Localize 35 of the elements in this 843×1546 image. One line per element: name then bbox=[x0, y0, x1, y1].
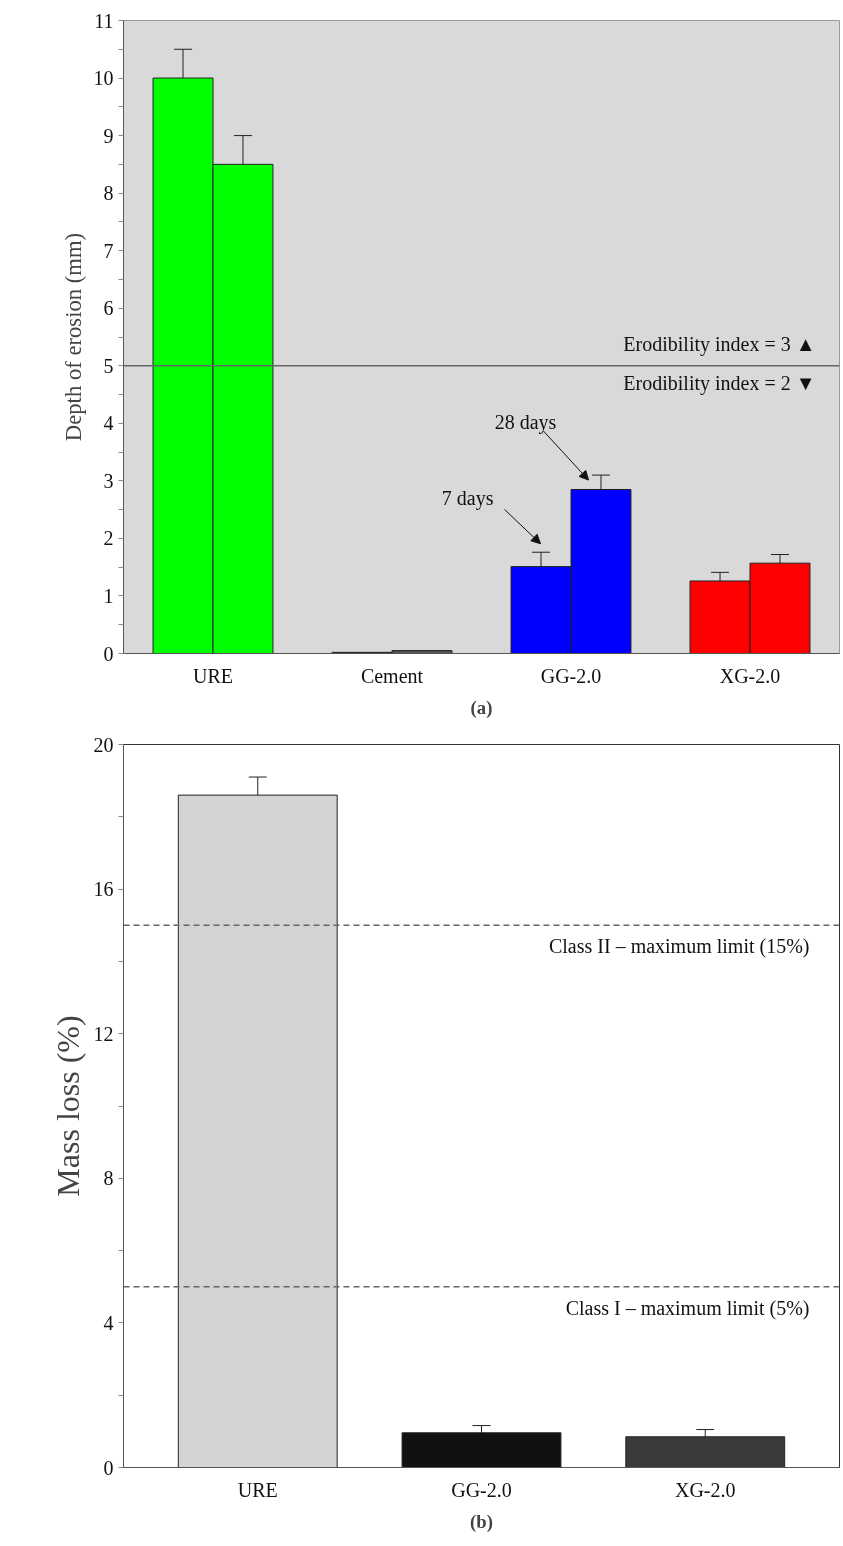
y-tick-label: 5 bbox=[103, 354, 114, 377]
annotation: Erodibility index = 2 ▼ bbox=[623, 372, 816, 396]
x-tick-label: XG-2.0 bbox=[719, 664, 781, 687]
annotation: 7 days bbox=[441, 486, 494, 510]
y-tick-label: 3 bbox=[103, 469, 114, 492]
y-tick-label: 20 bbox=[93, 733, 114, 756]
y-tick-label: 0 bbox=[103, 1456, 114, 1479]
y-tick-label: 1 bbox=[103, 584, 114, 607]
x-tick-label: GG-2.0 bbox=[540, 664, 602, 687]
x-tick-label: XG-2.0 bbox=[674, 1478, 736, 1501]
text: (b) bbox=[470, 1510, 493, 1533]
y-tick-label: 0 bbox=[103, 642, 114, 665]
y-tick-label: 10 bbox=[93, 67, 114, 90]
x-tick-label: GG-2.0 bbox=[451, 1478, 512, 1501]
annotation: Erodibility index = 3 ▲ bbox=[623, 332, 816, 356]
y-tick-label: 12 bbox=[93, 1022, 114, 1045]
y-tick-label: 8 bbox=[103, 1167, 114, 1190]
annotation: 28 days bbox=[494, 411, 557, 435]
y-tick-label: 11 bbox=[94, 9, 114, 32]
x-tick-label: URE bbox=[237, 1478, 278, 1501]
ref-line-label: Class I – maximum limit (5%) bbox=[565, 1296, 810, 1320]
ref-line-label: Class II – maximum limit (15%) bbox=[548, 935, 810, 959]
y-tick-label: 7 bbox=[103, 239, 114, 262]
text: (a) bbox=[470, 696, 493, 719]
y-tick-label: 16 bbox=[93, 878, 114, 901]
y-tick-label: 8 bbox=[103, 182, 114, 205]
y-tick-label: 2 bbox=[103, 527, 114, 550]
y-axis-title: Depth of erosion (mm) bbox=[60, 232, 86, 442]
x-tick-label: URE bbox=[193, 664, 233, 687]
y-tick-label: 4 bbox=[103, 412, 114, 435]
y-tick-label: 6 bbox=[103, 297, 114, 320]
y-tick-label: 9 bbox=[103, 124, 114, 147]
x-tick-label: Cement bbox=[360, 664, 424, 687]
y-tick-label: 4 bbox=[103, 1311, 114, 1334]
y-axis-title: Mass loss (%) bbox=[49, 1015, 86, 1197]
